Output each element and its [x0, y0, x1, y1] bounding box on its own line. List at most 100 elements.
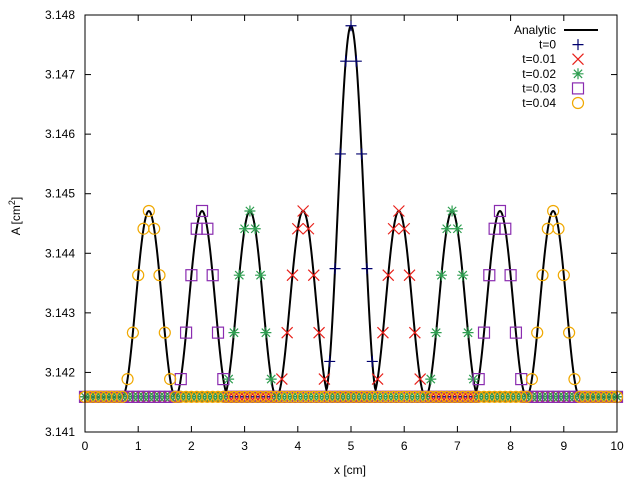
data-point	[350, 55, 362, 67]
y-tick-label: 3.144	[45, 246, 75, 260]
legend-label: t=0.04	[522, 96, 556, 110]
legend-label: t=0.03	[522, 81, 556, 95]
data-point	[509, 326, 523, 339]
data-point	[179, 326, 193, 339]
data-point	[371, 373, 384, 386]
data-point	[158, 326, 171, 339]
legend-marker	[572, 53, 584, 66]
data-point	[233, 269, 245, 281]
data-point	[425, 373, 437, 385]
data-point	[361, 263, 373, 275]
data-point	[318, 373, 331, 386]
data-point	[504, 269, 517, 282]
data-point	[201, 222, 214, 235]
x-tick-label: 0	[82, 439, 89, 453]
series-t=0.04	[78, 204, 624, 403]
x-tick-label: 4	[294, 439, 301, 453]
x-tick-label: 10	[610, 439, 624, 453]
data-point	[142, 204, 155, 218]
data-point	[531, 326, 544, 339]
data-point	[435, 269, 447, 281]
x-tick-label: 8	[507, 439, 514, 453]
x-tick-label: 5	[348, 439, 355, 453]
data-point	[281, 326, 294, 339]
data-point	[260, 327, 272, 339]
data-point	[334, 148, 346, 160]
legend-label: t=0	[539, 38, 556, 52]
data-point	[563, 326, 576, 339]
x-tick-label: 9	[560, 439, 567, 453]
data-point	[398, 222, 411, 235]
data-point	[153, 269, 166, 282]
y-tick-label: 3.143	[45, 306, 75, 320]
data-point	[457, 269, 469, 281]
y-tick-label: 3.145	[45, 187, 75, 201]
data-point	[302, 222, 315, 235]
data-point	[462, 327, 474, 339]
legend-marker	[571, 96, 585, 110]
y-axis-label: A [cm2]	[7, 197, 23, 235]
y-tick-label: 3.147	[45, 68, 75, 82]
data-point	[366, 355, 378, 367]
data-point	[568, 373, 581, 386]
data-point	[185, 269, 198, 282]
data-point	[148, 222, 161, 235]
data-point	[195, 204, 209, 218]
data-point	[525, 373, 538, 386]
series-t=0.01	[79, 205, 623, 403]
data-point	[244, 205, 256, 217]
data-point	[121, 373, 134, 386]
x-tick-label: 7	[454, 439, 461, 453]
data-point	[446, 205, 458, 217]
data-point	[493, 204, 507, 218]
series-t=0.02	[79, 205, 623, 403]
x-tick-label: 3	[241, 439, 248, 453]
data-point	[297, 205, 310, 217]
data-point	[536, 269, 549, 282]
data-point	[255, 269, 267, 281]
y-tick-label: 3.146	[45, 127, 75, 141]
plot-area	[78, 20, 624, 403]
data-point	[116, 390, 129, 403]
data-point	[291, 222, 304, 235]
y-tick-label: 3.142	[45, 365, 75, 379]
data-point	[387, 222, 400, 235]
y-axis-label-sup: 2	[7, 200, 17, 205]
data-point	[239, 223, 251, 235]
data-point	[275, 373, 288, 386]
y-tick-label: 3.148	[45, 8, 75, 22]
data-point	[206, 269, 219, 282]
data-point	[211, 326, 225, 339]
y-axis-label-main: A [cm	[9, 205, 23, 235]
data-point	[382, 269, 395, 282]
data-point	[376, 326, 389, 339]
series-t=0.03	[78, 204, 624, 403]
data-point	[110, 390, 124, 403]
data-point	[265, 373, 277, 385]
data-point	[356, 148, 368, 160]
data-point	[414, 373, 427, 386]
legend-marker	[571, 82, 585, 95]
data-point	[324, 355, 336, 367]
data-point	[451, 223, 463, 235]
data-point	[286, 269, 299, 282]
legend-label: Analytic	[514, 23, 556, 37]
data-point	[132, 269, 145, 282]
x-tick-label: 6	[401, 439, 408, 453]
data-point	[520, 390, 533, 403]
data-point	[499, 222, 512, 235]
data-point	[547, 204, 560, 218]
legend-label: t=0.01	[522, 52, 556, 66]
data-point	[329, 263, 341, 275]
data-point	[164, 373, 177, 386]
data-point	[515, 390, 528, 403]
x-axis-label: x [cm]	[334, 463, 366, 477]
data-point	[403, 269, 416, 282]
data-point	[430, 327, 442, 339]
data-point	[228, 327, 240, 339]
y-axis-label-close: ]	[9, 197, 23, 200]
data-point	[313, 326, 326, 339]
legend-marker	[572, 68, 584, 80]
